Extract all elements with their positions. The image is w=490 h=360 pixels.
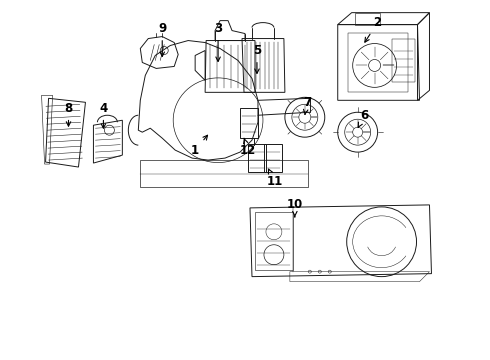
Text: 11: 11: [267, 169, 283, 189]
Text: 10: 10: [287, 198, 303, 217]
Text: 4: 4: [99, 102, 107, 128]
Bar: [255, 212, 293, 270]
Text: 12: 12: [240, 138, 256, 157]
Bar: [248, 144, 266, 172]
Text: 1: 1: [191, 135, 208, 157]
Text: 2: 2: [365, 16, 382, 42]
Text: 5: 5: [253, 44, 261, 73]
Text: 3: 3: [214, 22, 222, 62]
Bar: [264, 144, 282, 172]
Text: 9: 9: [158, 22, 167, 57]
Text: 6: 6: [358, 109, 369, 127]
Text: 8: 8: [64, 102, 73, 126]
Text: 7: 7: [303, 96, 311, 114]
